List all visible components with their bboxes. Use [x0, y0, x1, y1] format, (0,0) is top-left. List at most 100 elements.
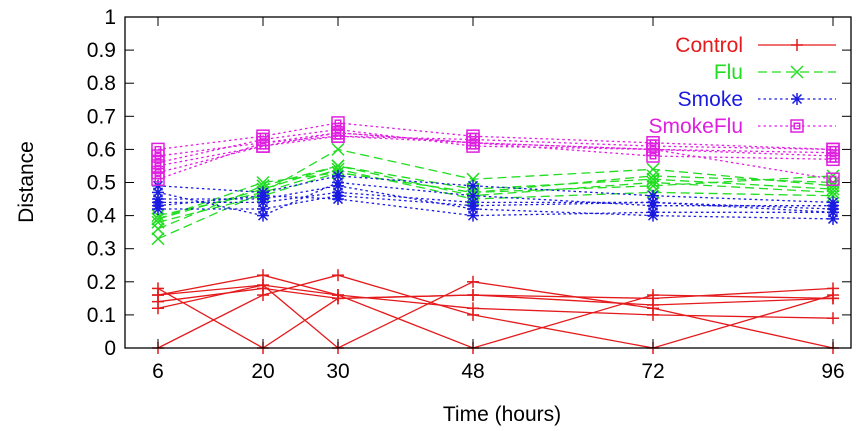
flu-line-4: [151, 159, 840, 226]
smoke-line-6: [152, 189, 839, 219]
legend-item-flu: Flu: [714, 61, 836, 84]
legend-marker: [790, 119, 804, 133]
flu-data-point: [646, 172, 660, 186]
x-tick-label: 30: [326, 360, 349, 383]
legend-label: SmokeFlu: [648, 115, 743, 138]
control-line-path: [157, 284, 834, 319]
smoke-data-point: [647, 196, 659, 209]
flu-line-path: [157, 171, 834, 220]
flu-data-point: [826, 185, 840, 199]
control-data-point: [467, 275, 479, 288]
control-data-point: [332, 292, 344, 305]
smokeflu-line-path: [157, 132, 834, 180]
y-tick-label: 0.4: [87, 205, 117, 228]
flu-data-point: [646, 162, 660, 176]
legend-label: Flu: [714, 61, 743, 84]
smoke-line-path: [157, 181, 833, 217]
legend-marker: [791, 93, 803, 105]
y-tick-label: 0.7: [87, 105, 116, 128]
y-tick-label: 0: [104, 337, 116, 360]
legend-item-control: Control: [675, 34, 836, 57]
x-tick-label: 6: [152, 360, 164, 383]
smoke-data-point: [257, 202, 269, 215]
smoke-data-point: [332, 189, 344, 202]
flu-line-path: [157, 165, 834, 220]
y-tick-label: 0.6: [87, 138, 116, 161]
control-line-path: [157, 274, 834, 349]
series-layer: [151, 116, 840, 354]
smokeflu-data-point: [826, 172, 840, 186]
series-group-smoke: [152, 169, 839, 225]
control-data-point: [257, 282, 269, 295]
smoke-data-point: [467, 199, 479, 212]
x-tick-label: 72: [641, 360, 664, 383]
flu-data-point: [151, 209, 165, 223]
y-tick-label: 0.2: [87, 271, 116, 294]
smoke-data-point: [647, 209, 659, 222]
axes-layer: 0 0.1 0.2 0.3 0.4 0.5 0.6 0.7 0.8 0.9 1 6 20 30 48 72 96: [87, 6, 852, 383]
smoke-data-point: [827, 206, 839, 219]
control-data-point: [827, 292, 839, 305]
x-axis-title: Time (hours): [443, 403, 561, 426]
smokeflu-data-point: [826, 142, 840, 157]
smokeflu-data-point: [826, 152, 840, 167]
legend-marker: [791, 39, 803, 51]
smokeflu-data-point: [256, 139, 270, 153]
control-line-2: [152, 282, 839, 354]
control-line-1: [152, 269, 839, 354]
flu-data-point: [256, 175, 270, 190]
smokeflu-line-path: [157, 135, 834, 180]
x-tick-label: 20: [251, 360, 274, 383]
control-data-point: [152, 295, 164, 308]
series-group-smokeflu: [151, 116, 840, 186]
control-data-point: [827, 312, 839, 325]
smoke-data-point: [152, 202, 164, 215]
smoke-line-path: [157, 175, 834, 204]
legend-label: Control: [675, 34, 743, 57]
control-line-3: [152, 275, 839, 354]
smokeflu-line-6: [151, 126, 840, 186]
flu-data-point: [151, 212, 165, 226]
smokeflu-line-path: [157, 128, 834, 164]
y-tick-label: 1: [104, 6, 116, 29]
legend-item-smokeflu: SmokeFlu: [648, 115, 836, 138]
legend: Control Flu Smoke SmokeFlu: [648, 34, 836, 138]
legend-label: Smoke: [678, 88, 743, 111]
smokeflu-data-point: [646, 142, 660, 157]
flu-data-point: [826, 189, 840, 203]
flu-data-point: [466, 172, 480, 186]
x-tick-label: 48: [461, 360, 484, 383]
y-axis-title: Distance: [15, 141, 38, 223]
y-tick-label: 0.5: [87, 172, 116, 195]
smoke-line-path: [157, 195, 833, 217]
control-data-point: [467, 289, 479, 302]
smokeflu-data-point: [331, 126, 345, 140]
smoke-line-path: [158, 185, 834, 220]
flu-data-point: [646, 179, 660, 193]
y-tick-label: 0.1: [87, 304, 116, 327]
smokeflu-data-point: [151, 172, 165, 186]
flu-data-point: [151, 232, 165, 246]
control-data-point: [467, 302, 479, 315]
smokeflu-data-point: [151, 159, 165, 173]
y-tick-label: 0.8: [87, 72, 116, 95]
control-line-path: [157, 287, 834, 306]
flu-data-point: [331, 142, 345, 156]
smoke-data-point: [152, 193, 164, 206]
control-line-path: [157, 274, 834, 349]
x-tick-label: 96: [821, 360, 844, 383]
smoke-line-2: [152, 176, 839, 222]
control-data-point: [647, 298, 659, 311]
series-group-control: [152, 269, 839, 354]
flu-line-path: [157, 148, 834, 240]
smokeflu-line-path: [157, 135, 834, 174]
legend-marker: [790, 65, 804, 79]
smoke-data-point: [257, 193, 269, 206]
smokeflu-data-point: [466, 136, 480, 150]
legend-item-smoke: Smoke: [678, 88, 836, 111]
y-tick-label: 0.3: [87, 238, 116, 261]
flu-data-point: [151, 222, 165, 236]
smokeflu-line-path: [157, 122, 834, 151]
